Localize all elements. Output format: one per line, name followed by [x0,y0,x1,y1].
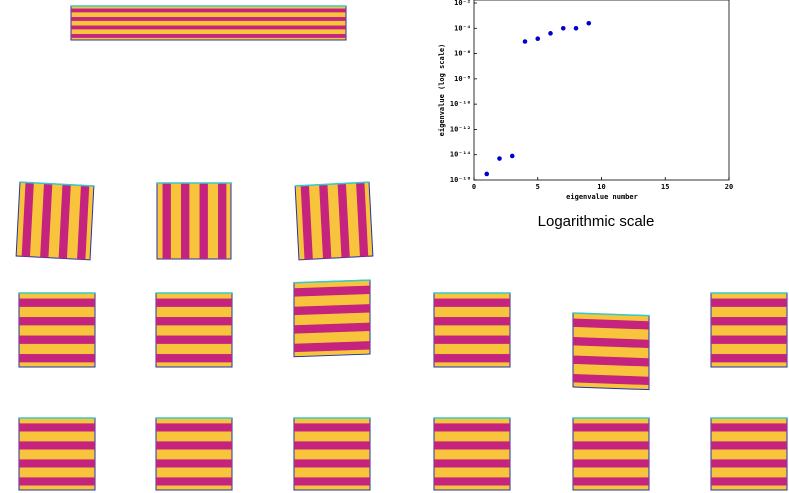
mode-shape [16,182,94,260]
mesh-stripe [156,423,232,431]
page: {"chart_data": {"type": "scatter", "xlab… [0,0,789,493]
mesh-stripe [434,423,510,431]
mesh-stripe [294,477,370,485]
mesh-stripe [573,477,649,485]
data-point [548,31,553,36]
data-point [574,26,579,31]
data-point [586,21,591,26]
mesh-stripe [19,459,95,467]
mode-shape [19,418,95,490]
mesh-stripe [711,317,787,325]
mesh-stripe [294,459,370,467]
mode-shape [71,6,346,40]
mode-shape [573,418,649,490]
mesh-stripe [19,423,95,431]
mode-shape [156,418,232,490]
x-tick-label: 5 [536,183,540,191]
mesh-stripe [711,299,787,307]
mode-shape [434,293,510,367]
x-tick-label: 10 [597,183,605,191]
figure: eigenvalue number eigenvalue (log scale)… [0,0,789,493]
mode-shape [294,418,370,490]
x-tick-label: 0 [472,183,476,191]
mesh-stripe [71,26,346,30]
x-tick-label: 15 [661,183,669,191]
y-axis-label: eigenvalue (log scale) [438,44,446,137]
data-point [535,36,540,41]
data-point [510,154,515,159]
y-tick-label: 10⁻⁶ [454,50,471,58]
mesh-stripe [71,34,346,38]
mode-shape [157,183,231,259]
y-tick-label: 10⁻¹² [450,125,471,133]
mesh-stripe [573,423,649,431]
mesh-stripe [711,423,787,431]
data-point [497,156,502,161]
mesh-stripe [294,441,370,449]
mode-shape [295,182,373,260]
mesh-stripe [163,183,171,259]
x-axis-label: eigenvalue number [566,193,638,201]
mesh-stripe [19,299,95,307]
mode-shape [711,418,787,490]
mesh-stripe [434,317,510,325]
mesh-stripe [711,354,787,362]
mesh-stripe [294,423,370,431]
data-point [484,172,489,177]
mesh-stripe [573,441,649,449]
x-tick-label: 20 [725,183,733,191]
mesh-stripe [156,336,232,344]
mesh-stripe [19,354,95,362]
mesh-stripe [434,441,510,449]
mesh-stripe [19,317,95,325]
mesh-stripe [19,441,95,449]
mesh-stripe [434,354,510,362]
data-point [523,39,528,44]
mode-shape [711,293,787,367]
mesh-stripe [434,299,510,307]
plot-frame [474,0,729,180]
data-point [561,26,566,31]
mesh-stripe [200,183,208,259]
y-tick-label: 10⁻¹⁴ [450,151,471,159]
mesh-stripe [156,299,232,307]
mesh-stripe [711,459,787,467]
mesh-stripe [71,17,346,21]
mode-shape [573,313,649,390]
mesh-stripe [573,459,649,467]
mesh-stripe [71,9,346,13]
mode-shape [156,293,232,367]
mesh-stripe [19,336,95,344]
mesh-stripe [156,354,232,362]
mesh-stripe [434,336,510,344]
mesh-stripe [156,477,232,485]
mesh-stripe [218,183,226,259]
mesh-stripe [434,459,510,467]
y-tick-label: 10⁻⁸ [454,75,471,83]
mode-shape [19,293,95,367]
mesh-stripe [156,441,232,449]
y-tick-label: 10⁻¹⁰ [450,100,471,108]
mesh-stripe [19,477,95,485]
mesh-stripe [434,477,510,485]
caption: Logarithmic scale [538,213,655,230]
mesh-stripe [711,477,787,485]
y-tick-label: 10⁻⁴ [454,24,471,32]
mode-shape [294,280,370,357]
mesh-stripe [156,459,232,467]
mesh-stripe [156,317,232,325]
y-tick-label: 10⁻² [454,0,471,7]
mesh-stripe [711,336,787,344]
mesh-stripe [711,441,787,449]
mesh-stripe [181,183,189,259]
y-tick-label: 10⁻¹⁶ [450,176,471,184]
mode-shape [434,418,510,490]
